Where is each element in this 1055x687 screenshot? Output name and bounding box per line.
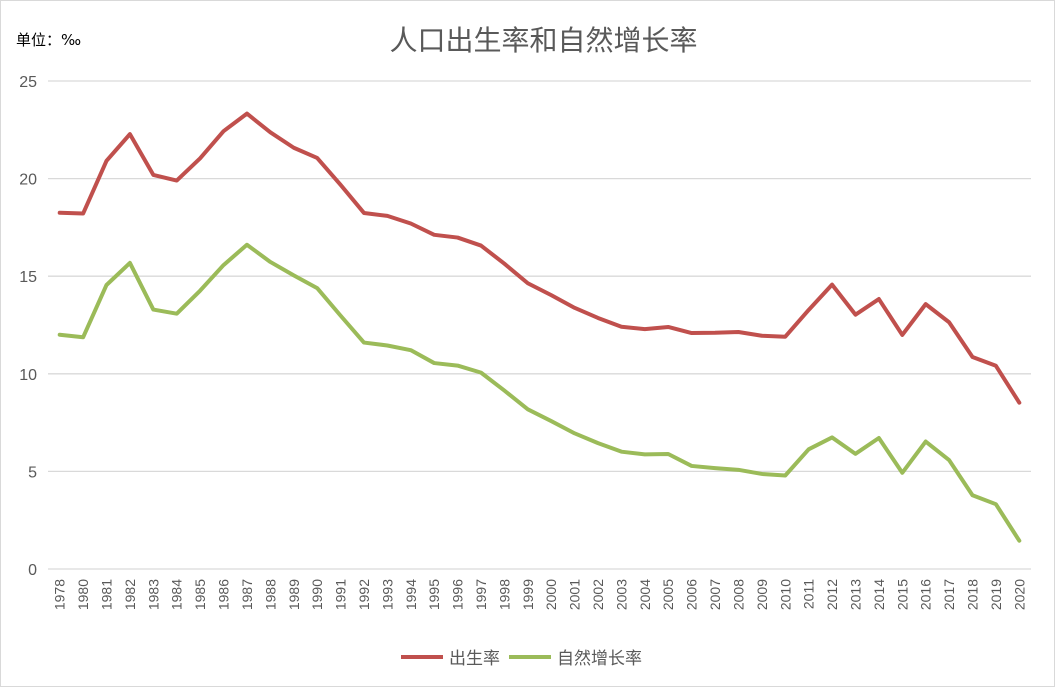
x-tick-label: 1997	[473, 579, 489, 610]
y-tick-label: 20	[19, 172, 37, 189]
x-tick-label: 1988	[262, 579, 278, 610]
x-tick-label: 2015	[894, 579, 910, 610]
x-tick-label: 2008	[730, 579, 746, 610]
chart-title: 人口出生率和自然增长率	[389, 24, 698, 57]
x-tick-label: 1983	[145, 579, 161, 610]
y-tick-label: 5	[28, 464, 37, 481]
x-tick-label: 2009	[754, 579, 770, 610]
y-tick-label: 0	[28, 562, 37, 579]
x-tick-label: 1984	[169, 579, 185, 610]
x-tick-label: 2014	[871, 579, 887, 610]
y-tick-label: 25	[19, 74, 37, 91]
x-tick-label: 2005	[660, 579, 676, 610]
x-tick-label: 1999	[520, 579, 536, 610]
x-tick-label: 2002	[590, 579, 606, 610]
x-tick-label: 2016	[918, 579, 934, 610]
x-tick-label: 1987	[239, 579, 255, 610]
x-tick-label: 1980	[75, 579, 91, 610]
x-tick-label: 1993	[379, 579, 395, 610]
x-tick-label: 2013	[847, 579, 863, 610]
x-tick-label: 1992	[356, 579, 372, 610]
x-tick-label: 2018	[964, 579, 980, 610]
x-tick-label: 1985	[192, 579, 208, 610]
x-tick-label: 2019	[988, 579, 1004, 610]
x-tick-label: 1996	[450, 579, 466, 610]
x-tick-label: 2017	[941, 579, 957, 610]
x-tick-label: 1991	[333, 579, 349, 610]
x-tick-label: 1995	[426, 579, 442, 610]
x-tick-label: 2003	[613, 579, 629, 610]
x-tick-label: 2004	[637, 579, 653, 610]
series-line-2	[57, 242, 1022, 543]
x-tick-label: 2000	[543, 579, 559, 610]
x-tick-label: 2001	[567, 579, 583, 610]
x-tick-label: 1998	[496, 579, 512, 610]
y-tick-label: 10	[19, 367, 37, 384]
x-tick-label: 2011	[801, 579, 817, 609]
x-tick-label: 2006	[684, 579, 700, 610]
x-tick-label: 2007	[707, 579, 723, 610]
series-line-1	[57, 111, 1022, 405]
x-tick-label: 1986	[216, 579, 232, 610]
legend-label-1: 出生率	[449, 649, 500, 669]
x-tick-label: 1990	[309, 579, 325, 610]
x-tick-label: 2010	[777, 579, 793, 610]
unit-label: 单位：‰	[16, 31, 82, 49]
legend-label-2: 自然增长率	[557, 649, 642, 669]
x-tick-label: 1982	[122, 579, 138, 610]
x-tick-label: 1981	[99, 579, 115, 610]
y-tick-label: 15	[19, 269, 37, 286]
x-tick-label: 1978	[52, 579, 68, 610]
x-tick-label: 2020	[1011, 579, 1027, 610]
x-tick-label: 1989	[286, 579, 302, 610]
x-tick-label: 2012	[824, 579, 840, 610]
x-tick-label: 1994	[403, 579, 419, 610]
